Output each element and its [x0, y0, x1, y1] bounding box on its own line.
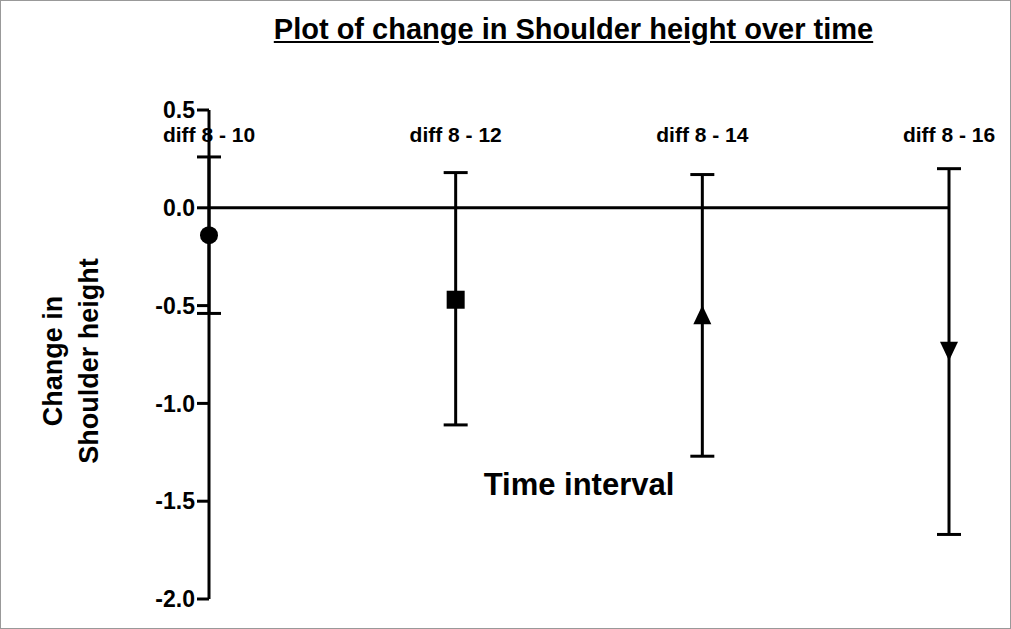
svg-text:diff 8 - 14: diff 8 - 14: [656, 123, 749, 146]
html-text:Change in Shoulder height: Change in Shoulder height: [38, 258, 104, 464]
svg-text:0.5: 0.5: [163, 97, 195, 123]
svg-text:-2.0: -2.0: [155, 586, 195, 612]
svg-text:0.0: 0.0: [163, 195, 195, 221]
svg-text:-0.5: -0.5: [155, 293, 195, 319]
html-text:Plot of change in Shoulder hei: Plot of change in Shoulder height over t…: [273, 13, 874, 45]
svg-text:-1.5: -1.5: [155, 488, 195, 514]
svg-text:diff 8 - 16: diff 8 - 16: [903, 123, 995, 146]
svg-text:diff 8 - 10: diff 8 - 10: [163, 123, 255, 146]
svg-text:-1.0: -1.0: [155, 391, 195, 417]
html-text:Time interval: Time interval: [483, 467, 675, 502]
svg-text:diff 8 - 12: diff 8 - 12: [410, 123, 502, 146]
